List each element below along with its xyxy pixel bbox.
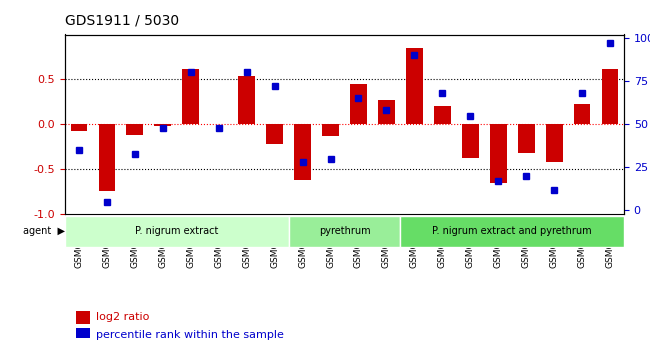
Bar bbox=[183, 69, 199, 124]
Bar bbox=[546, 124, 562, 162]
Bar bbox=[462, 124, 478, 158]
Bar bbox=[602, 69, 618, 124]
Bar bbox=[294, 124, 311, 180]
Bar bbox=[71, 124, 87, 131]
Text: percentile rank within the sample: percentile rank within the sample bbox=[96, 330, 283, 339]
FancyBboxPatch shape bbox=[400, 216, 624, 247]
Bar bbox=[239, 76, 255, 124]
Bar bbox=[574, 105, 590, 124]
FancyBboxPatch shape bbox=[65, 216, 289, 247]
Text: pyrethrum: pyrethrum bbox=[318, 226, 370, 236]
Bar bbox=[378, 100, 395, 124]
Bar bbox=[434, 106, 450, 124]
Text: P. nigrum extract and pyrethrum: P. nigrum extract and pyrethrum bbox=[432, 226, 592, 236]
Bar bbox=[490, 124, 506, 183]
Bar bbox=[99, 124, 115, 191]
Bar bbox=[266, 124, 283, 144]
Bar bbox=[406, 48, 422, 124]
Bar bbox=[155, 124, 171, 126]
Text: agent  ▶: agent ▶ bbox=[23, 226, 65, 236]
Text: GDS1911 / 5030: GDS1911 / 5030 bbox=[65, 13, 179, 28]
Text: P. nigrum extract: P. nigrum extract bbox=[135, 226, 218, 236]
Bar bbox=[76, 328, 90, 338]
Text: log2 ratio: log2 ratio bbox=[96, 313, 149, 322]
FancyBboxPatch shape bbox=[289, 216, 400, 247]
Bar bbox=[350, 84, 367, 124]
Bar bbox=[76, 310, 90, 324]
Bar bbox=[127, 124, 143, 135]
Bar bbox=[322, 124, 339, 136]
Bar bbox=[518, 124, 534, 153]
